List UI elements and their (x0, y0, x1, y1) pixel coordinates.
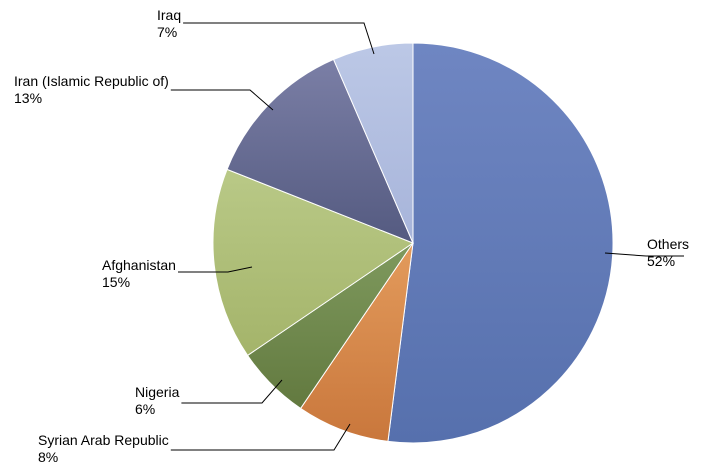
slice-category-iraq: Iraq (157, 7, 181, 23)
slice-iran-islamic-republic-of (226, 58, 414, 244)
slice-category-iran-islamic-republic-of: Iran (Islamic Republic of) (14, 73, 169, 89)
slice-label-others: Others 52% (647, 236, 689, 269)
pie-slices (212, 42, 614, 444)
slice-others (387, 42, 614, 444)
leader-line-iran-islamic-republic-of (170, 89, 274, 111)
leader-line-syrian-arab-republic (170, 423, 351, 451)
slice-label-iraq: Iraq 7% (157, 7, 181, 40)
slice-labels: Others 52% Syrian Arab Republic 8% Nigeria 6%… (14, 7, 689, 465)
slice-afghanistan (212, 168, 415, 357)
leader-line-nigeria (181, 379, 283, 404)
leader-line-afghanistan (178, 266, 253, 273)
leader-line-iraq (183, 22, 375, 55)
slice-category-nigeria: Nigeria (135, 384, 180, 400)
slice-category-syrian-arab-republic: Syrian Arab Republic (38, 432, 169, 448)
slice-percent-syrian-arab-republic: 8% (38, 449, 58, 465)
slice-percent-iran-islamic-republic-of: 13% (14, 90, 42, 106)
slice-percent-afghanistan: 15% (102, 274, 130, 290)
slice-iraq (332, 42, 414, 244)
slice-category-others: Others (647, 236, 689, 252)
leader-line-others (604, 252, 684, 257)
slice-percent-others: 52% (647, 253, 675, 269)
slice-label-afghanistan: Afghanistan 15% (102, 257, 176, 290)
leader-lines (170, 22, 684, 451)
slice-category-afghanistan: Afghanistan (102, 257, 176, 273)
slice-percent-iraq: 7% (157, 24, 177, 40)
slice-label-syrian-arab-republic: Syrian Arab Republic 8% (38, 432, 169, 465)
slice-label-iran-islamic-republic-of: Iran (Islamic Republic of) 13% (14, 73, 169, 106)
slice-label-nigeria: Nigeria 6% (135, 384, 180, 417)
slice-percent-nigeria: 6% (135, 401, 155, 417)
